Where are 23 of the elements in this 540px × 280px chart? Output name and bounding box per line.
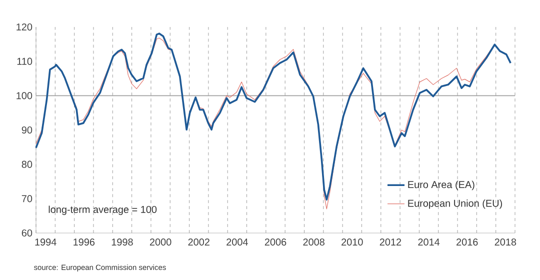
y-tick-label: 60 <box>22 229 32 237</box>
x-tick-label: 2012 <box>380 238 402 246</box>
x-tick-label: 2002 <box>188 238 210 246</box>
y-tick-label: 80 <box>22 160 32 168</box>
legend-label: European Union (EU) <box>408 200 502 209</box>
y-tick-label: 90 <box>22 126 32 134</box>
x-tick-label: 2010 <box>342 238 363 246</box>
x-tick-label: 2014 <box>418 238 440 246</box>
x-tick-label: 2004 <box>226 238 248 246</box>
x-tick-label: 1998 <box>112 238 133 246</box>
y-tick-label: 120 <box>16 23 32 31</box>
x-tick-label: 1994 <box>35 238 56 246</box>
legend-label: Euro Area (EA) <box>408 180 474 190</box>
y-tick-label: 100 <box>16 92 32 100</box>
x-tick-label: 2018 <box>494 238 516 246</box>
y-tick-label: 110 <box>17 58 32 65</box>
x-tick-label: 2000 <box>150 238 172 246</box>
x-tick-label: 1996 <box>74 238 95 246</box>
annotation: long-term average = 100 <box>48 206 157 215</box>
x-tick-label: 2006 <box>264 238 286 246</box>
x-tick-label: 2008 <box>303 238 324 246</box>
x-tick-label: 2016 <box>456 238 478 246</box>
y-tick-label: 70 <box>22 195 32 202</box>
